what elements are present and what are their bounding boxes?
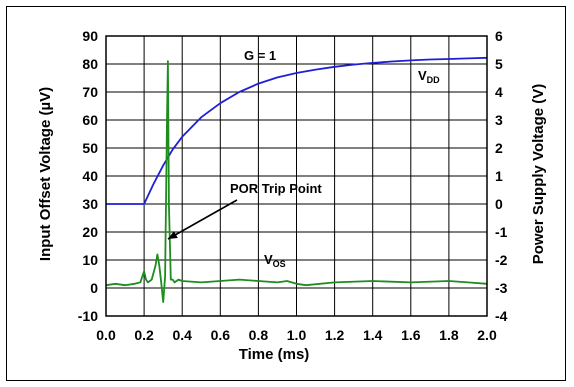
x-tick-label: 0.0	[96, 327, 116, 343]
y-right-tick-label: 2	[495, 140, 503, 156]
y-left-tick-label: 50	[82, 140, 98, 156]
por-arrow-head	[168, 231, 178, 239]
vdd-label: VDD	[418, 68, 440, 85]
x-tick-label: 0.6	[211, 327, 231, 343]
y-right-tick-label: 3	[495, 112, 503, 128]
y-right-tick-label: -3	[495, 280, 508, 296]
x-axis-title: Time (ms)	[239, 346, 310, 363]
y-left-tick-label: 90	[82, 28, 98, 44]
vos-label-main: V	[264, 252, 273, 267]
x-tick-label: 1.8	[439, 327, 459, 343]
series-layer	[105, 56, 488, 303]
y-left-tick-label: -10	[78, 308, 98, 324]
y-right-tick-label: -1	[495, 224, 508, 240]
y-left-tick-label: 80	[82, 56, 98, 72]
x-tick-label: 0.2	[134, 327, 154, 343]
por-arrow-line	[167, 199, 238, 240]
x-tick-label: 0.8	[249, 327, 269, 343]
por-label: POR Trip Point	[230, 181, 322, 196]
y-left-tick-label: 60	[82, 112, 98, 128]
y-left-tick-labels: 90 80 70 60 50 40 30 20 10 0 -10	[78, 28, 98, 324]
vos-label: VOS	[264, 252, 286, 269]
x-tick-label: 1.4	[363, 327, 383, 343]
x-tick-label: 1.0	[287, 327, 307, 343]
y-right-tick-label: 4	[495, 84, 503, 100]
x-tick-labels: 0.0 0.2 0.4 0.6 0.8 1.0 1.2 1.4 1.6 1.8 2.0	[96, 327, 497, 343]
vdd-label-main: V	[418, 68, 427, 83]
y-right-tick-label: 0	[495, 196, 503, 212]
y-right-tick-label: -4	[495, 308, 508, 324]
x-tick-label: 0.4	[172, 327, 192, 343]
y-right-tick-labels: 6 5 4 3 2 1 0 -1 -2 -3 -4	[495, 28, 508, 324]
y-right-tick-label: 5	[495, 56, 503, 72]
x-tick-label: 1.6	[401, 327, 421, 343]
x-tick-label: 2.0	[477, 327, 497, 343]
plot-border	[105, 35, 488, 317]
x-tick-label: 1.2	[325, 327, 345, 343]
y-left-tick-label: 30	[82, 196, 98, 212]
gain-label: G = 1	[244, 48, 276, 63]
y-right-tick-label: 6	[495, 28, 503, 44]
y-left-axis-title: Input Offset Voltage (µV)	[37, 87, 54, 261]
chart-frame	[6, 6, 566, 381]
y-left-tick-label: 70	[82, 84, 98, 100]
y-left-tick-label: 10	[82, 252, 98, 268]
series-line-vos	[105, 60, 488, 303]
y-right-tick-label: -2	[495, 252, 508, 268]
y-right-axis-title: Power Supply Voltage (V)	[530, 84, 547, 265]
y-left-tick-label: 20	[82, 224, 98, 240]
vos-label-sub: OS	[273, 259, 286, 269]
y-left-tick-label: 0	[90, 280, 98, 296]
vdd-label-sub: DD	[427, 75, 440, 85]
y-right-tick-label: 1	[495, 168, 503, 184]
y-left-tick-label: 40	[82, 168, 98, 184]
